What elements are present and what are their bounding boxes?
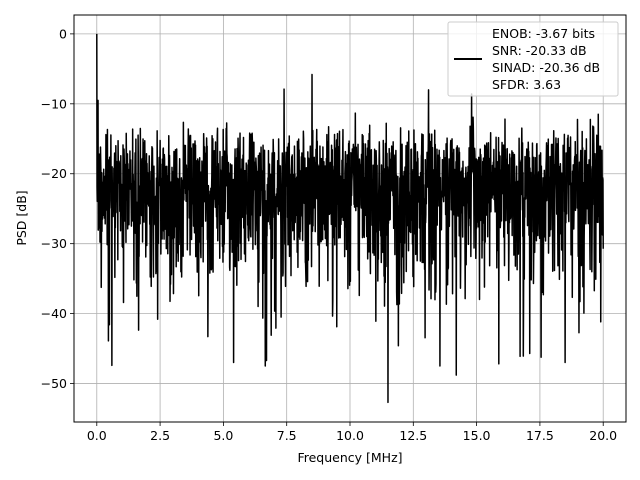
x-tick-label: 17.5 (526, 428, 554, 443)
legend-snr: SNR: -20.33 dB (492, 43, 587, 58)
y-tick-label: −40 (41, 306, 67, 321)
y-axis-label: PSD [dB] (14, 190, 29, 245)
x-tick-label: 20.0 (589, 428, 617, 443)
legend-sfdr: SFDR: 3.63 (492, 77, 561, 92)
x-tick-label: 12.5 (399, 428, 427, 443)
x-tick-label: 5.0 (213, 428, 233, 443)
x-tick-label: 2.5 (150, 428, 170, 443)
y-tick-label: −20 (41, 166, 67, 181)
y-tick-label: −30 (41, 236, 67, 251)
x-tick-label: 0.0 (87, 428, 107, 443)
psd-line (96, 33, 604, 404)
x-tick-label: 15.0 (463, 428, 491, 443)
y-ticks: 0 −10 −20 −30 −40 −50 (41, 26, 74, 391)
x-axis-label: Frequency [MHz] (297, 450, 402, 465)
psd-series (96, 33, 604, 404)
x-ticks: 0.0 2.5 5.0 7.5 10.0 12.5 15.0 17.5 20.0 (87, 422, 617, 443)
y-tick-label: −10 (41, 96, 67, 111)
plot-clip-group (96, 33, 604, 404)
x-tick-label: 7.5 (277, 428, 297, 443)
legend-enob: ENOB: -3.67 bits (492, 26, 595, 41)
legend-sinad: SINAD: -20.36 dB (492, 60, 600, 75)
legend-box (447, 21, 619, 97)
y-tick-label: 0 (59, 26, 67, 41)
y-tick-label: −50 (41, 376, 67, 391)
x-tick-label: 10.0 (336, 428, 364, 443)
legend: ENOB: -3.67 bits SNR: -20.33 dB SINAD: -… (447, 21, 619, 97)
